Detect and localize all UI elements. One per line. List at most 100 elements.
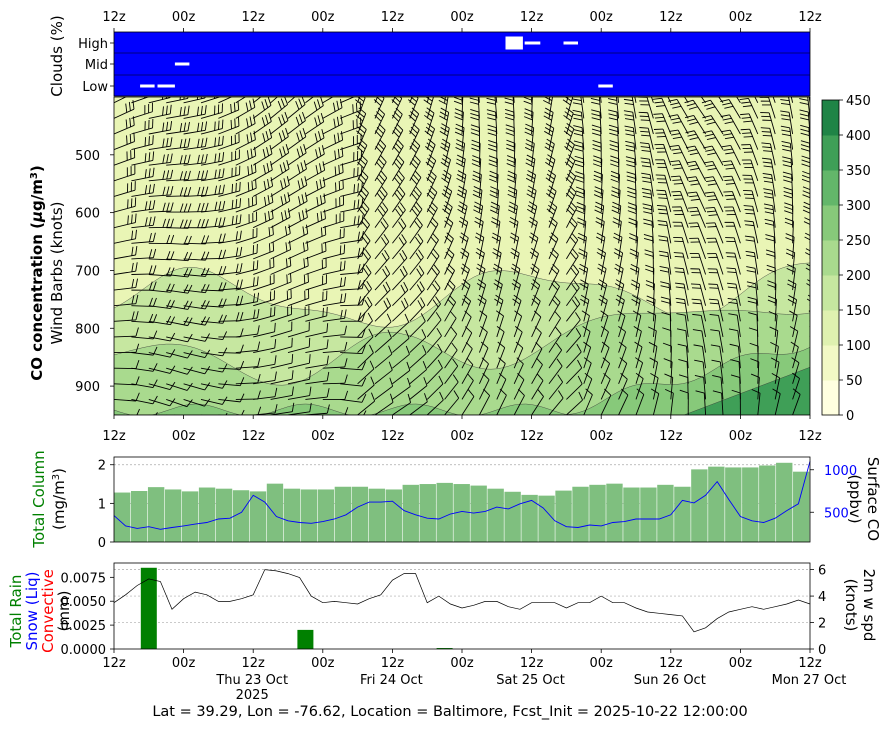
wind-barb [287,192,308,213]
wind-barb [409,329,427,353]
wind-barb [409,345,427,369]
wind-barb [598,294,608,322]
wind-barb [444,295,457,322]
wind-barb [131,200,156,213]
wind-barb [287,289,310,307]
wind-barb [235,292,260,307]
wind-barb [531,279,541,306]
wind-barb [704,176,724,197]
column-bar [487,488,504,542]
wind-barb [252,177,274,197]
wind-barb [183,186,209,197]
cloud-gap [563,41,578,45]
wind-barb [444,342,458,369]
wind-barb [562,97,574,119]
wind-barb [618,388,629,415]
column-bar [623,487,640,542]
wind-barb [322,260,346,275]
top-time-tick-label: 00z [311,10,335,25]
wind-barb [746,281,759,306]
column-bar [555,490,572,542]
column-bar [572,486,589,542]
column-bar [691,469,708,542]
wind-barb [566,296,581,322]
wind-barb [340,377,367,387]
wind-barb [392,154,405,182]
wind-barb [148,186,174,197]
wind-barb [648,341,658,369]
mid-time-tick-label: 12z [242,429,266,444]
wind-barb [131,379,158,389]
wind-barb [478,326,488,353]
wind-barb [287,402,312,415]
cloud-gap [174,62,190,66]
wind-barb [635,388,645,415]
wind-barb [506,155,517,181]
co-ytick-label: 800 [75,322,100,337]
wind-barb [357,392,376,415]
wind-speed-ylabel-unit: (knots) [842,579,860,632]
wind-barb [131,297,157,307]
wind-barb [131,102,153,119]
wind-barb [768,311,778,337]
column-bar [589,484,606,542]
wind-barb [707,268,724,291]
wind-barb [305,225,327,244]
wind-barb [166,170,191,182]
colorbar-segment [822,135,839,171]
wind-barb [131,216,156,229]
wind-barb [287,128,307,150]
wind-barb [440,138,451,166]
wind-barb [235,357,261,369]
colorbar-segment [822,100,839,136]
column-bar [538,495,555,542]
wind-barb [114,294,139,307]
wind-barb [131,265,157,275]
colorbar-segment [822,345,839,381]
wind-barb [340,97,355,104]
wind-barb [166,398,193,408]
column-ytick-label: 0 [98,536,106,551]
wind-barb [566,391,583,415]
wind-barb [392,329,410,353]
wind-barb [723,191,741,213]
wind-barb [166,382,193,391]
day-label: Sat 25 Oct [496,673,565,688]
wind-barb [374,249,390,275]
wind-barb [702,115,724,135]
wind-barb [253,322,276,338]
bottom-time-tick-label: 00z [450,656,474,671]
wind-barb [200,103,223,119]
wind-barb [253,371,277,385]
wind-barb [767,280,777,306]
wind-barb [721,145,741,166]
wind-barb [441,169,452,197]
wind-barb [634,97,637,103]
wind-barb [704,191,724,213]
wind-barb [305,177,326,197]
wind-barb [726,267,741,291]
wind-barb [566,359,583,385]
wind-barb [685,130,706,150]
wind-barb [426,312,442,338]
column-bar [793,471,810,542]
wind-barb [750,373,760,400]
wind-barb [708,298,724,322]
wind-barb [357,97,361,103]
wind-barb [496,388,507,415]
column-bar [215,488,233,542]
wind-barb [409,186,422,213]
wind-barb [426,232,439,260]
wind-barb [270,127,289,150]
wind-barb [253,387,278,400]
wind-barb [114,229,137,244]
bottom-time-tick-label: 12z [102,656,126,671]
wind-barb [270,160,290,182]
wind-barb [444,326,458,353]
wind-barb [576,201,586,228]
wind-speed-ylabel: 2m w spd [860,569,878,642]
wind-barb [218,246,243,260]
wind-barb [676,328,689,353]
wind-barbs-ylabel: Wind Barbs (knots) [48,202,66,345]
wind-barb [592,155,603,181]
